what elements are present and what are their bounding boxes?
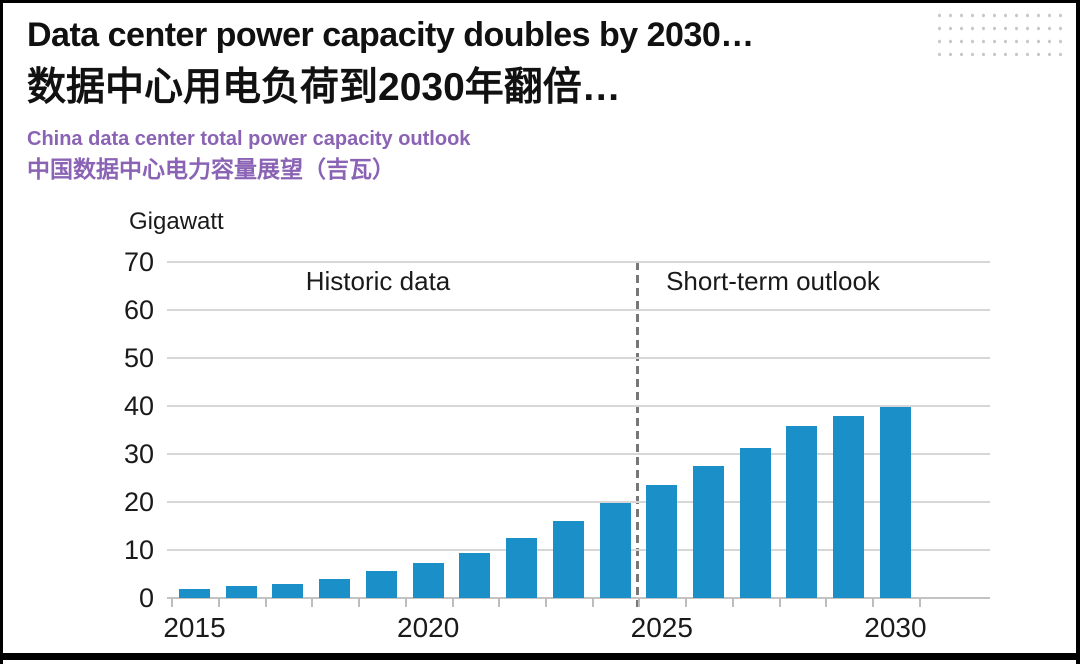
- y-axis-unit-label: Gigawatt: [129, 208, 224, 235]
- y-axis-tick-label-40: 40: [123, 391, 154, 421]
- frame-right-border: [1076, 0, 1080, 664]
- y-axis-tick-label-50: 50: [123, 343, 154, 373]
- historic-outlook-divider-line: [636, 262, 640, 607]
- x-axis-tick: [311, 598, 314, 607]
- y-axis-tick-label-60: 60: [123, 295, 154, 325]
- frame-bottom-border: [0, 653, 1080, 660]
- x-axis-tick: [451, 598, 454, 607]
- historic-data-label: Historic data: [305, 266, 451, 296]
- bar-2025: [646, 484, 678, 598]
- x-axis-label-2015: 2015: [163, 612, 226, 643]
- x-axis-tick: [872, 598, 875, 607]
- bar-2024: [599, 502, 631, 598]
- frame-left-border: [0, 0, 3, 664]
- bar-chart-plot-area: Historic data Short-term outlook 0 10 20 30…: [124, 247, 990, 643]
- x-axis-tick: [358, 598, 361, 607]
- gridline-30: [167, 453, 990, 455]
- x-axis-tick: [825, 598, 828, 607]
- slide-title-chinese: 数据中心用电负荷到2030年翻倍…: [27, 66, 621, 109]
- gridline-20: [167, 501, 990, 503]
- bar-2016: [225, 586, 257, 598]
- gridline-0: [167, 597, 990, 599]
- chart-subtitle-chinese: 中国数据中心电力容量展望（吉瓦）: [27, 156, 395, 182]
- gridline-50: [167, 357, 990, 359]
- frame-top-border: [0, 0, 1080, 3]
- bar-2029: [833, 415, 865, 598]
- bar-2028: [786, 426, 818, 598]
- bar-2020: [412, 563, 444, 598]
- bar-2021: [459, 552, 491, 598]
- y-axis-tick-label-30: 30: [123, 439, 154, 469]
- x-axis-label-2025: 2025: [630, 612, 693, 643]
- y-axis-tick-label-70: 70: [123, 247, 154, 277]
- x-axis-tick: [404, 598, 407, 607]
- x-axis-tick: [544, 598, 547, 607]
- x-axis-label-2030: 2030: [864, 612, 927, 643]
- bar-2017: [272, 584, 304, 598]
- x-axis-tick: [498, 598, 501, 607]
- bar-2027: [739, 447, 771, 598]
- gridline-60: [167, 309, 990, 311]
- x-axis-label-2020: 2020: [396, 612, 460, 643]
- bar-2026: [693, 465, 725, 598]
- x-axis-tick: [171, 598, 174, 607]
- x-axis-tick: [918, 598, 921, 607]
- bar-2030: [879, 406, 911, 598]
- gridline-40: [167, 405, 990, 407]
- bar-2022: [506, 538, 538, 598]
- gridline-70: [167, 261, 990, 263]
- x-axis-tick: [638, 598, 641, 607]
- bar-2018: [319, 578, 351, 598]
- x-axis-tick: [591, 598, 594, 607]
- y-axis-tick-label-20: 20: [123, 487, 154, 517]
- short-term-outlook-label: Short-term outlook: [666, 266, 880, 296]
- y-axis-tick-label-0: 0: [138, 583, 154, 613]
- x-axis-tick: [778, 598, 781, 607]
- bar-2019: [365, 570, 397, 598]
- x-axis-tick: [731, 598, 734, 607]
- bar-2015: [179, 589, 210, 598]
- x-axis-tick: [264, 598, 267, 607]
- slide-title-english: Data center power capacity doubles by 20…: [27, 16, 754, 54]
- chart-subtitle-english: China data center total power capacity o…: [27, 128, 471, 150]
- dot-grid-decoration: [932, 6, 1062, 56]
- x-axis-tick: [217, 598, 220, 607]
- bar-2023: [552, 521, 584, 598]
- x-axis-tick: [685, 598, 688, 607]
- y-axis-tick-label-10: 10: [123, 535, 154, 565]
